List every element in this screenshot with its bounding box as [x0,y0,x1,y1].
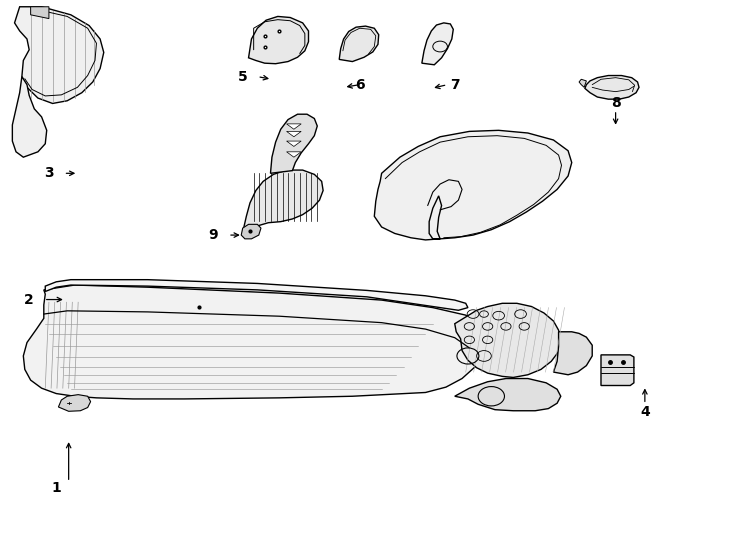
Text: 7: 7 [450,78,459,92]
Polygon shape [12,77,47,157]
Polygon shape [286,141,301,146]
Polygon shape [59,395,90,411]
Polygon shape [243,170,323,232]
Polygon shape [585,76,639,99]
Text: 5: 5 [238,70,247,84]
Polygon shape [23,285,482,399]
Polygon shape [286,124,301,129]
Text: 6: 6 [355,78,365,92]
Polygon shape [15,7,103,104]
Text: 1: 1 [51,481,61,495]
Polygon shape [286,131,301,137]
Text: 3: 3 [44,166,54,180]
Polygon shape [249,16,308,64]
Text: 8: 8 [611,97,620,111]
Polygon shape [374,130,572,240]
Polygon shape [601,355,634,386]
Polygon shape [422,23,454,65]
Polygon shape [455,379,561,411]
Polygon shape [270,114,317,173]
Polygon shape [31,7,49,18]
Polygon shape [553,332,592,375]
Polygon shape [241,224,261,239]
Text: 4: 4 [640,406,650,420]
Polygon shape [286,152,301,157]
Polygon shape [339,26,379,62]
Text: 9: 9 [208,228,218,242]
Text: 2: 2 [24,293,34,307]
Polygon shape [455,303,561,377]
Polygon shape [579,79,586,87]
Polygon shape [46,280,468,310]
